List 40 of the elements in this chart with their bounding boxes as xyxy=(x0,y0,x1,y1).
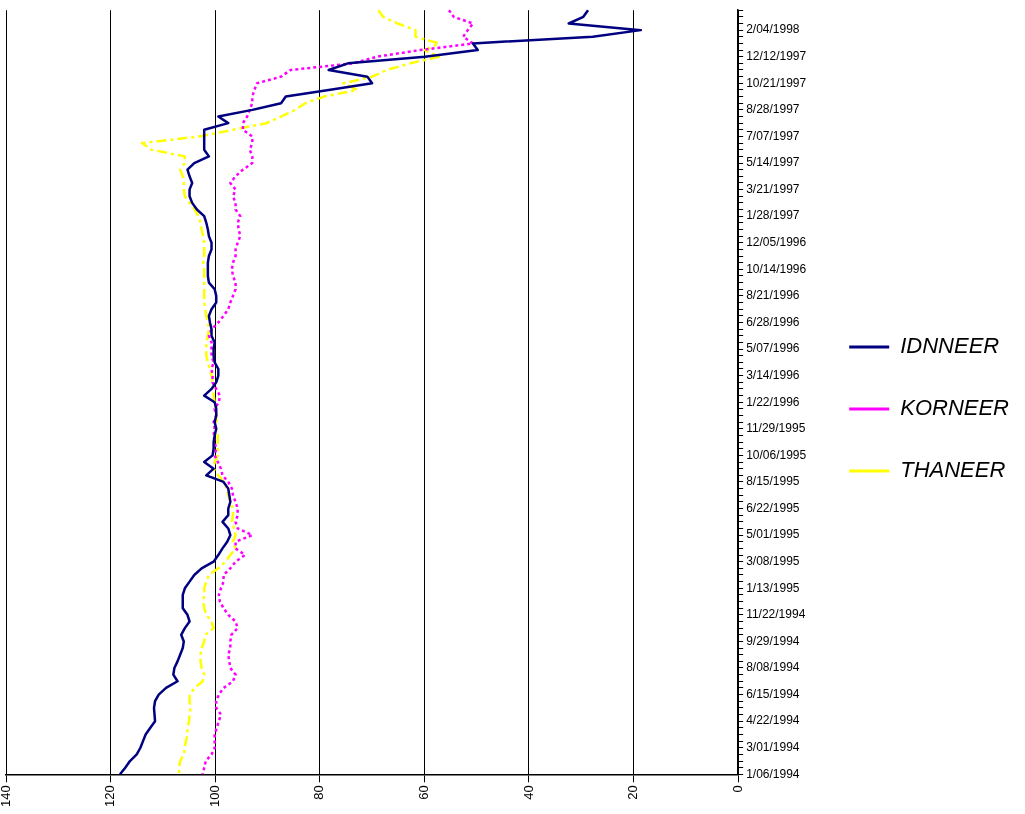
y-tick-label: 8/28/1997 xyxy=(746,102,800,117)
y-tick-label: 11/29/1995 xyxy=(746,421,806,436)
x-tick-label: 60 xyxy=(415,785,431,800)
y-tick-label: 3/21/1997 xyxy=(746,181,800,196)
y-tick-label: 3/14/1996 xyxy=(746,367,800,382)
legend-label: THANEER xyxy=(900,457,1006,483)
y-tick-label: 1/22/1996 xyxy=(746,394,800,409)
y-tick-label: 4/22/1994 xyxy=(746,713,800,728)
x-tick-label: 120 xyxy=(102,785,118,808)
y-tick-label: 6/22/1995 xyxy=(746,500,800,515)
x-tick-label: 40 xyxy=(520,785,536,800)
x-tick-label: 100 xyxy=(206,785,222,808)
y-tick-label: 3/01/1994 xyxy=(746,740,800,755)
y-tick-label: 2/04/1998 xyxy=(746,22,800,37)
y-tick-label: 6/15/1994 xyxy=(746,686,800,701)
legend-label: KORNEER xyxy=(900,395,1010,421)
y-tick-label: 5/01/1995 xyxy=(746,527,800,542)
y-tick-label: 11/22/1994 xyxy=(746,607,806,622)
y-tick-label: 5/07/1996 xyxy=(746,341,800,356)
y-tick-label: 1/28/1997 xyxy=(746,208,800,223)
x-tick-label: 0 xyxy=(729,785,745,793)
y-tick-label: 9/29/1994 xyxy=(746,633,800,648)
x-tick-label: 20 xyxy=(625,785,641,800)
y-tick-label: 3/08/1995 xyxy=(746,554,800,568)
y-tick-label: 1/06/1994 xyxy=(746,766,800,781)
y-tick-label: 12/05/1996 xyxy=(746,235,807,250)
y-tick-label: 8/21/1996 xyxy=(746,288,800,303)
x-tick-label: 80 xyxy=(311,785,327,800)
y-tick-label: 12/12/1997 xyxy=(746,49,807,64)
y-tick-label: 8/15/1995 xyxy=(746,474,800,489)
x-tick-label: 140 xyxy=(0,785,13,808)
y-tick-label: 5/14/1997 xyxy=(746,155,800,170)
y-tick-label: 6/28/1996 xyxy=(746,314,800,329)
y-tick-label: 8/08/1994 xyxy=(746,660,800,675)
y-tick-label: 7/07/1997 xyxy=(746,128,800,143)
legend-label: IDNNEER xyxy=(900,333,1000,359)
y-tick-label: 10/21/1997 xyxy=(746,75,807,90)
y-tick-label: 10/06/1995 xyxy=(746,447,807,462)
y-tick-label: 1/13/1995 xyxy=(746,580,800,595)
y-tick-label: 10/14/1996 xyxy=(746,261,807,276)
